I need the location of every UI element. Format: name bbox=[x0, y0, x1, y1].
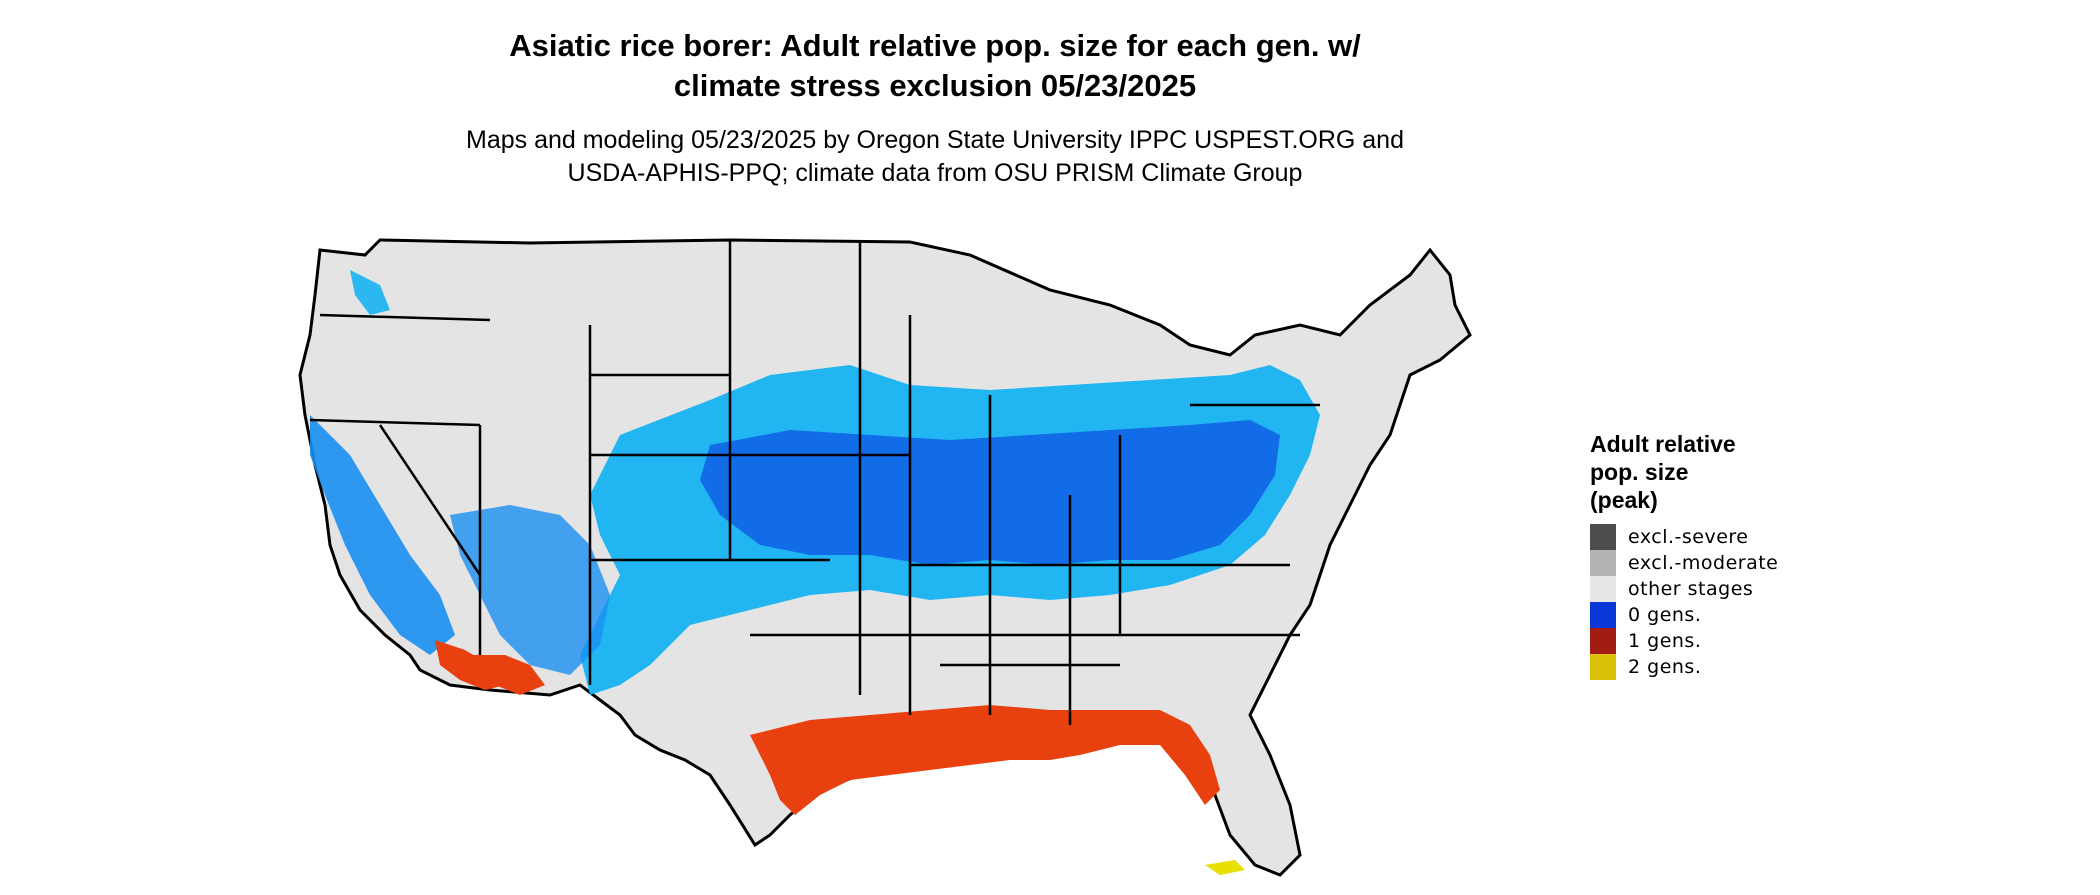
legend-item-excl-severe: excl.-severe bbox=[1590, 524, 1778, 550]
map-title-line1: Asiatic rice borer: Adult relative pop. … bbox=[509, 28, 1361, 63]
legend-label: 2 gens. bbox=[1628, 656, 1702, 678]
map-title: Asiatic rice borer: Adult relative pop. … bbox=[0, 26, 1870, 106]
legend-swatch bbox=[1590, 576, 1616, 602]
legend-item-1-gens: 1 gens. bbox=[1590, 628, 1778, 654]
legend-swatch bbox=[1590, 550, 1616, 576]
zone-1-gens-southwest bbox=[435, 640, 505, 690]
legend-label: excl.-severe bbox=[1628, 526, 1749, 548]
legend-title-line: pop. size bbox=[1590, 459, 1689, 485]
zone-0-gens-west bbox=[310, 415, 455, 655]
zone-2-gens-keys bbox=[1205, 860, 1245, 875]
legend-label: 0 gens. bbox=[1628, 604, 1702, 626]
legend-swatch bbox=[1590, 602, 1616, 628]
legend-label: excl.-moderate bbox=[1628, 552, 1779, 574]
legend-item-other-stages: other stages bbox=[1590, 576, 1778, 602]
legend-swatch bbox=[1590, 654, 1616, 680]
map-subtitle-line1: Maps and modeling 05/23/2025 by Oregon S… bbox=[466, 126, 1404, 154]
map-subtitle-line2: USDA-APHIS-PPQ; climate data from OSU PR… bbox=[567, 159, 1303, 187]
map-title-line2: climate stress exclusion 05/23/2025 bbox=[673, 68, 1197, 103]
legend-item-0-gens: 0 gens. bbox=[1590, 602, 1778, 628]
legend-title: Adult relative pop. size (peak) bbox=[1590, 430, 1778, 514]
legend-title-line: Adult relative bbox=[1590, 431, 1736, 457]
zone-1-gens-gulf bbox=[750, 705, 1220, 815]
zone-0-gens-southwest bbox=[450, 505, 610, 675]
map-subtitle: Maps and modeling 05/23/2025 by Oregon S… bbox=[0, 124, 1870, 190]
us-map bbox=[298, 238, 1472, 877]
legend-item-excl-moderate: excl.-moderate bbox=[1590, 550, 1778, 576]
legend-label: other stages bbox=[1628, 578, 1754, 600]
legend-items: excl.-severe excl.-moderate other stages… bbox=[1590, 524, 1778, 680]
zone-1-gens-arizona bbox=[470, 655, 545, 695]
zone-0-gens-northwest bbox=[350, 270, 390, 315]
legend-swatch bbox=[1590, 628, 1616, 654]
legend-title-line: (peak) bbox=[1590, 487, 1658, 513]
legend-swatch bbox=[1590, 524, 1616, 550]
legend-item-2-gens: 2 gens. bbox=[1590, 654, 1778, 680]
legend-label: 1 gens. bbox=[1628, 630, 1702, 652]
legend: Adult relative pop. size (peak) excl.-se… bbox=[1590, 430, 1778, 680]
state-borders bbox=[309, 240, 1320, 725]
